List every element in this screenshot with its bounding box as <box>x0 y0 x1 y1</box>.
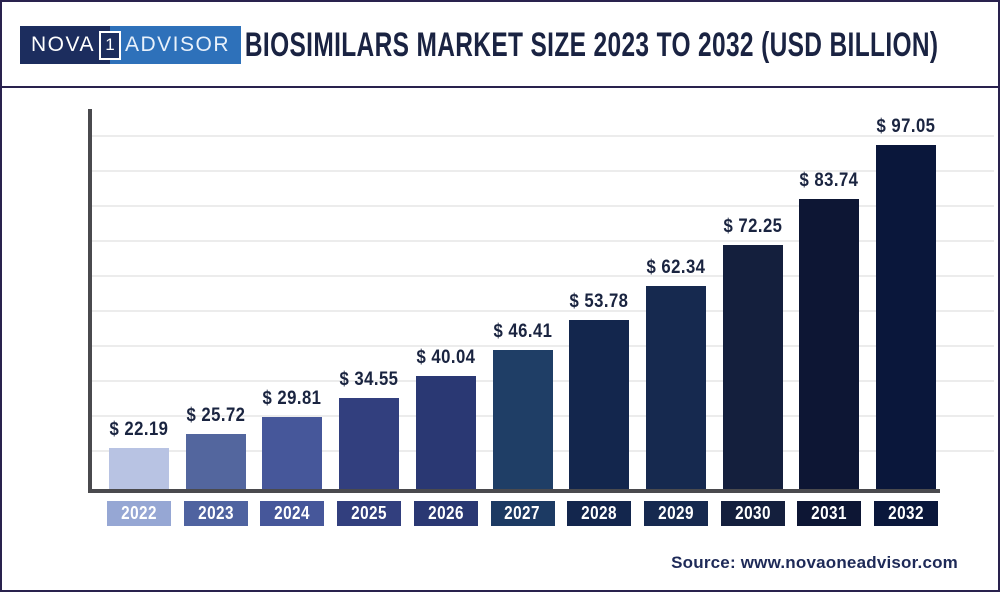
bars-layer: $ 22.19 $ 25.72 $ 29.81 $ 34.55 $ 40.04 $ 46.… <box>90 109 950 489</box>
bar-2030 <box>722 245 783 489</box>
brand-logo-nova: NOVA <box>20 26 98 64</box>
year-label-text: 2026 <box>427 503 464 523</box>
bar-value-label-2025: $ 34.55 <box>339 368 399 390</box>
year-label-2024: 2024 <box>260 501 325 526</box>
gridline <box>92 135 994 137</box>
bar-value-label-2032: $ 97.05 <box>876 116 936 138</box>
brand-logo-advisor: ADVISOR <box>121 26 241 64</box>
bar-value-label-2031: $ 83.74 <box>799 170 859 191</box>
year-label-text: 2031 <box>811 503 848 523</box>
bar-value-label-2026: $ 40.04 <box>416 346 476 368</box>
year-label-2026: 2026 <box>413 501 478 526</box>
brand-logo: NOVA 1 ADVISOR <box>20 26 241 64</box>
year-label-text: 2025 <box>351 503 387 523</box>
bar-2025 <box>339 397 400 489</box>
year-label-2028: 2028 <box>567 501 632 526</box>
gridline <box>92 170 994 172</box>
y-axis-line <box>88 109 92 493</box>
bar-2024 <box>262 417 323 489</box>
year-label-text: 2024 <box>274 503 311 523</box>
year-label-text: 2029 <box>658 503 694 523</box>
bar-2023 <box>185 433 246 489</box>
bar-2028 <box>569 320 630 489</box>
bar-value-label-2029: $ 62.34 <box>646 256 706 278</box>
bar-2031 <box>799 199 860 489</box>
year-label-2022: 2022 <box>107 501 171 526</box>
year-label-text: 2022 <box>121 503 157 523</box>
year-label-2029: 2029 <box>643 501 708 526</box>
gridline <box>92 205 994 207</box>
bar-value-label-2028: $ 53.78 <box>569 291 629 313</box>
year-label-text: 2028 <box>581 503 618 523</box>
page-title: BIOSIMILARS MARKET SIZE 2023 TO 2032 (US… <box>244 25 939 64</box>
bar-2027 <box>492 349 553 489</box>
chart-title-wrap: BIOSIMILARS MARKET SIZE 2023 TO 2032 (US… <box>197 22 986 68</box>
year-label-text: 2023 <box>197 503 234 523</box>
brand-logo-one-box: 1 <box>97 26 122 64</box>
gridline <box>92 345 994 347</box>
year-label-text: 2030 <box>734 503 771 523</box>
year-label-2031: 2031 <box>797 501 862 526</box>
year-label-row: 2022 2023 2024 2025 2026 2027 2028 2029 2030 2031… <box>90 501 950 526</box>
header-divider <box>2 86 998 88</box>
bar-2032 <box>876 145 936 489</box>
year-label-2025: 2025 <box>337 501 402 526</box>
year-label-text: 2027 <box>504 503 541 523</box>
source-text: Source: www.novaoneadvisor.com <box>671 553 958 572</box>
year-label-2030: 2030 <box>720 501 785 526</box>
year-label-text: 2032 <box>888 503 924 523</box>
bar-2026 <box>415 375 476 489</box>
bar-2029 <box>645 285 706 489</box>
year-label-2032: 2032 <box>874 501 938 526</box>
gridline <box>92 310 994 312</box>
bar-value-label-2027: $ 46.41 <box>493 320 552 342</box>
bar-value-label-2022: $ 22.19 <box>109 418 169 440</box>
gridline <box>92 275 994 277</box>
bar-value-label-2030: $ 72.25 <box>723 216 783 238</box>
brand-logo-one-icon: 1 <box>98 30 121 60</box>
bar-value-label-2023: $ 25.72 <box>186 404 246 426</box>
x-axis-line <box>88 489 940 493</box>
bar-value-label-2024: $ 29.81 <box>262 388 322 409</box>
bar-2022 <box>109 447 169 489</box>
year-label-2027: 2027 <box>490 501 555 526</box>
gridline <box>92 240 994 242</box>
year-label-2023: 2023 <box>183 501 248 526</box>
